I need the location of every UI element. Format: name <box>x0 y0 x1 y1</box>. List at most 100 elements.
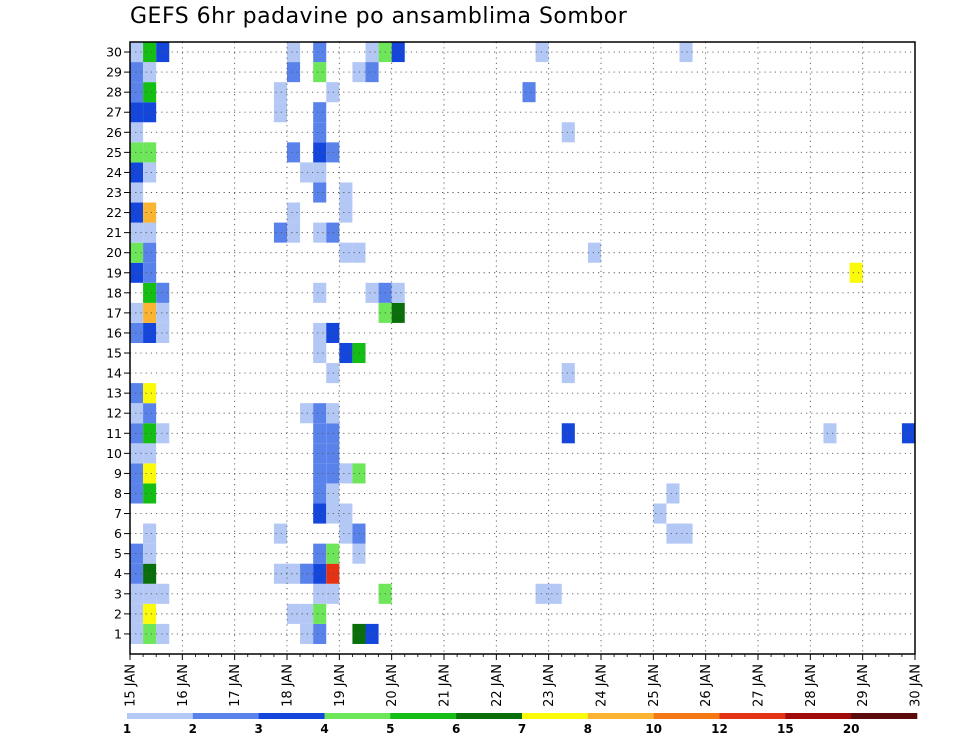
heatmap-cell <box>679 523 693 544</box>
heatmap-cell <box>587 242 601 263</box>
y-tick-label: 17 <box>106 305 122 320</box>
heatmap-cell <box>130 483 144 504</box>
heatmap-cell <box>156 282 170 303</box>
heatmap-cell <box>339 523 353 544</box>
heatmap-cell <box>300 603 314 624</box>
x-tick-label: 30 JAN <box>909 664 924 707</box>
legend-threshold-label: 10 <box>645 722 662 736</box>
heatmap-cell <box>273 222 287 243</box>
heatmap-cell <box>143 322 157 343</box>
y-tick-label: 27 <box>106 105 122 120</box>
heatmap-cell <box>130 142 144 163</box>
heatmap-cell <box>143 222 157 243</box>
heatmap-cell <box>313 162 327 183</box>
heatmap-cell <box>287 603 301 624</box>
heatmap-cell <box>666 483 680 504</box>
heatmap-cell <box>313 423 327 444</box>
heatmap-cell <box>300 623 314 644</box>
heatmap-cell <box>156 42 170 63</box>
heatmap-cell <box>313 322 327 343</box>
heatmap-cell <box>313 222 327 243</box>
heatmap-cell <box>130 403 144 424</box>
legend-color-swatch <box>324 713 391 719</box>
legend-threshold-label: 20 <box>843 722 860 736</box>
heatmap-cell <box>130 262 144 283</box>
y-axis: 1234567891011121314151617181920212223242… <box>106 45 130 641</box>
heatmap-cell <box>287 142 301 163</box>
heatmap-cell <box>156 623 170 644</box>
heatmap-cell <box>313 42 327 63</box>
heatmap-cell <box>365 282 379 303</box>
heatmap-cell <box>130 222 144 243</box>
legend-color-swatch <box>390 713 457 719</box>
heatmap-cell <box>300 403 314 424</box>
heatmap-cell <box>130 242 144 263</box>
heatmap-cell <box>365 62 379 83</box>
heatmap-cell <box>313 342 327 364</box>
heatmap-cell <box>339 463 353 484</box>
y-tick-label: 21 <box>106 225 122 240</box>
legend-color-swatch <box>653 713 720 719</box>
legend-color-swatch <box>851 713 918 719</box>
y-tick-label: 5 <box>114 546 122 561</box>
heatmap-cell <box>143 62 157 83</box>
legend-threshold-label: 12 <box>711 722 728 736</box>
heatmap-cell <box>339 503 353 524</box>
heatmap-cell <box>535 583 549 604</box>
heatmap-cell <box>130 543 144 564</box>
heatmap-cell <box>326 503 340 524</box>
heatmap-cell <box>143 383 157 404</box>
y-tick-label: 19 <box>106 265 122 280</box>
heatmap-cell <box>130 623 144 644</box>
heatmap-cell <box>130 383 144 404</box>
heatmap-cell <box>313 403 327 424</box>
heatmap-cell <box>326 483 340 504</box>
heatmap-cell <box>653 503 667 524</box>
heatmap-cell <box>679 42 693 63</box>
heatmap-cell <box>365 42 379 63</box>
heatmap-cell <box>287 62 301 83</box>
y-tick-label: 26 <box>106 125 122 140</box>
heatmap-cell <box>391 42 405 63</box>
y-tick-label: 2 <box>114 606 122 621</box>
heatmap-cell <box>130 182 144 203</box>
heatmap-cell <box>143 82 157 103</box>
y-tick-label: 29 <box>106 65 122 80</box>
heatmap-cell <box>143 463 157 484</box>
heatmap-cell <box>143 583 157 604</box>
heatmap-cell <box>130 583 144 604</box>
legend-threshold-label: 5 <box>386 722 394 736</box>
y-tick-label: 20 <box>106 245 122 260</box>
heatmap-cell <box>130 62 144 83</box>
heatmap-cell <box>130 463 144 484</box>
legend-color-swatch <box>192 713 259 719</box>
heatmap-cell <box>313 483 327 504</box>
heatmap-cell <box>522 82 536 103</box>
heatmap-cell <box>313 443 327 464</box>
y-tick-label: 15 <box>106 346 122 361</box>
legend-color-swatch <box>456 713 523 719</box>
heatmap-cell <box>326 583 340 604</box>
x-tick-label: 17 JAN <box>228 664 243 707</box>
x-tick-label: 24 JAN <box>595 664 610 707</box>
heatmap-cell <box>143 443 157 464</box>
x-tick-label: 29 JAN <box>856 664 871 707</box>
heatmap-cell <box>130 443 144 464</box>
heatmap-cell <box>313 543 327 564</box>
heatmap-cell <box>313 282 327 303</box>
x-tick-label: 25 JAN <box>647 664 662 707</box>
x-tick-label: 22 JAN <box>490 664 505 707</box>
y-tick-label: 28 <box>106 85 122 100</box>
heatmap-cell <box>339 202 353 223</box>
y-tick-label: 30 <box>106 45 122 60</box>
color-legend: 1 2 3 4 5 6 7 8 10 12 15 20 <box>123 713 918 736</box>
heatmap-cell <box>156 322 170 343</box>
y-tick-label: 11 <box>106 426 122 441</box>
heatmap-cell <box>548 583 562 604</box>
heatmap-cell <box>313 563 327 584</box>
heatmap-cell <box>156 302 170 323</box>
heatmap-cell <box>287 222 301 243</box>
heatmap-cell <box>823 423 837 444</box>
y-tick-label: 13 <box>106 386 122 401</box>
heatmap-cell <box>130 82 144 103</box>
